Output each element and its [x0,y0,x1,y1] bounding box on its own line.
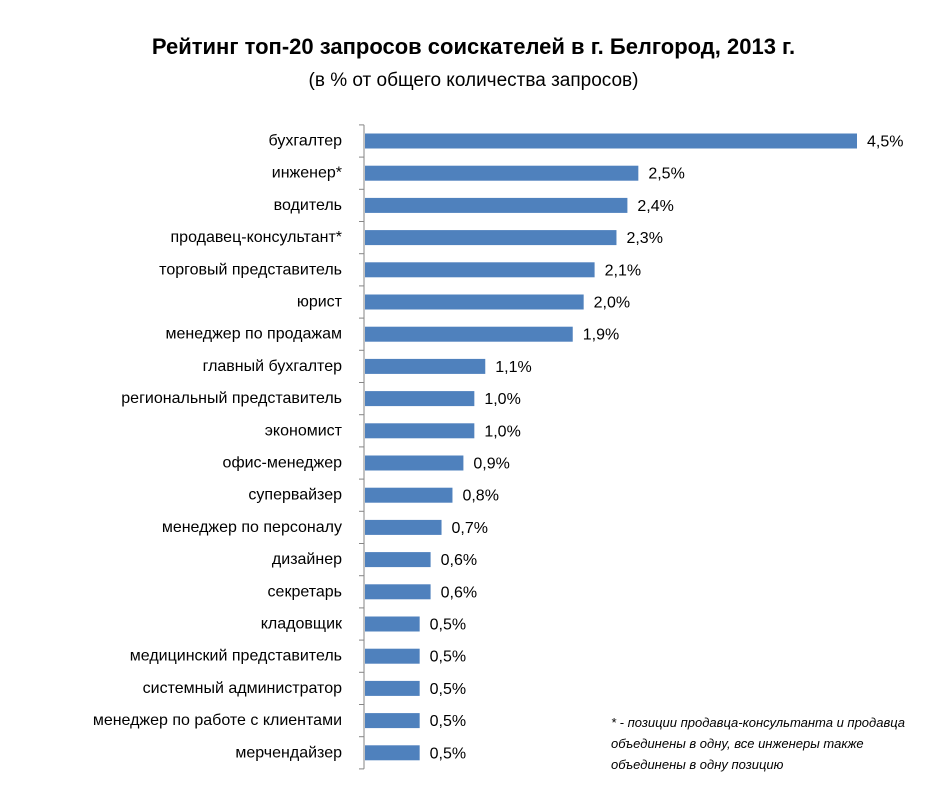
data-label: 1,0% [484,391,520,408]
bar [365,358,486,374]
bar [365,391,475,407]
bar [365,616,420,632]
data-label: 0,5% [430,681,466,698]
category-label: бухгалтер [269,133,343,150]
chart-title: Рейтинг топ-20 запросов соискателей в г.… [151,34,796,59]
category-label: региональный представитель [121,390,342,407]
bar [365,519,442,535]
category-label: секретарь [268,583,342,600]
data-label: 2,1% [605,262,641,279]
data-label: 0,5% [430,745,466,762]
category-label: водитель [274,197,342,214]
data-label: 0,5% [430,649,466,666]
data-label: 0,6% [441,584,477,601]
data-label: 0,5% [430,617,466,634]
category-label: супервайзер [248,487,342,504]
bar [365,487,453,503]
data-label: 0,5% [430,713,466,730]
data-label: 0,7% [452,520,488,537]
data-label: 4,5% [867,134,903,151]
category-label: дизайнер [272,551,342,568]
data-label: 2,4% [637,198,673,215]
data-label: 1,1% [495,359,531,376]
category-label: главный бухгалтер [203,358,343,375]
bar [365,584,431,600]
data-label: 2,5% [648,166,684,183]
category-label: экономист [265,422,343,439]
category-label: инженер* [272,165,342,182]
category-label: кладовщик [261,616,343,633]
bar [365,552,431,568]
category-label: продавец-консультант* [171,229,342,246]
data-label: 0,8% [462,488,498,505]
bar [365,262,595,278]
data-label: 2,3% [626,230,662,247]
category-label: торговый представитель [159,261,342,278]
bar [365,648,420,664]
footnote: * - позиции продавца-консультанта и прод… [611,715,906,772]
bar [365,165,639,181]
category-label: медицинский представитель [130,648,342,665]
bar [365,423,475,439]
category-label: системный администратор [143,680,342,697]
category-label: менеджер по работе с клиентами [93,712,342,729]
data-label: 1,0% [484,423,520,440]
bar [365,294,584,310]
data-label: 0,9% [473,456,509,473]
category-label: мерчендайзер [235,744,342,761]
chart-subtitle: (в % от общего количества запросов) [308,70,639,91]
category-label: офис-менеджер [223,455,343,472]
bar [365,230,617,246]
bar [365,197,628,213]
bar [365,713,420,729]
data-label: 2,0% [594,295,630,312]
bar [365,133,857,149]
bar [365,455,464,471]
data-label: 0,6% [441,552,477,569]
bar [365,745,420,761]
category-label: менеджер по продажам [165,326,342,343]
bar [365,680,420,696]
bar [365,326,573,342]
data-label: 1,9% [583,327,619,344]
category-label: юрист [297,294,343,311]
category-label: менеджер по персоналу [162,519,342,536]
